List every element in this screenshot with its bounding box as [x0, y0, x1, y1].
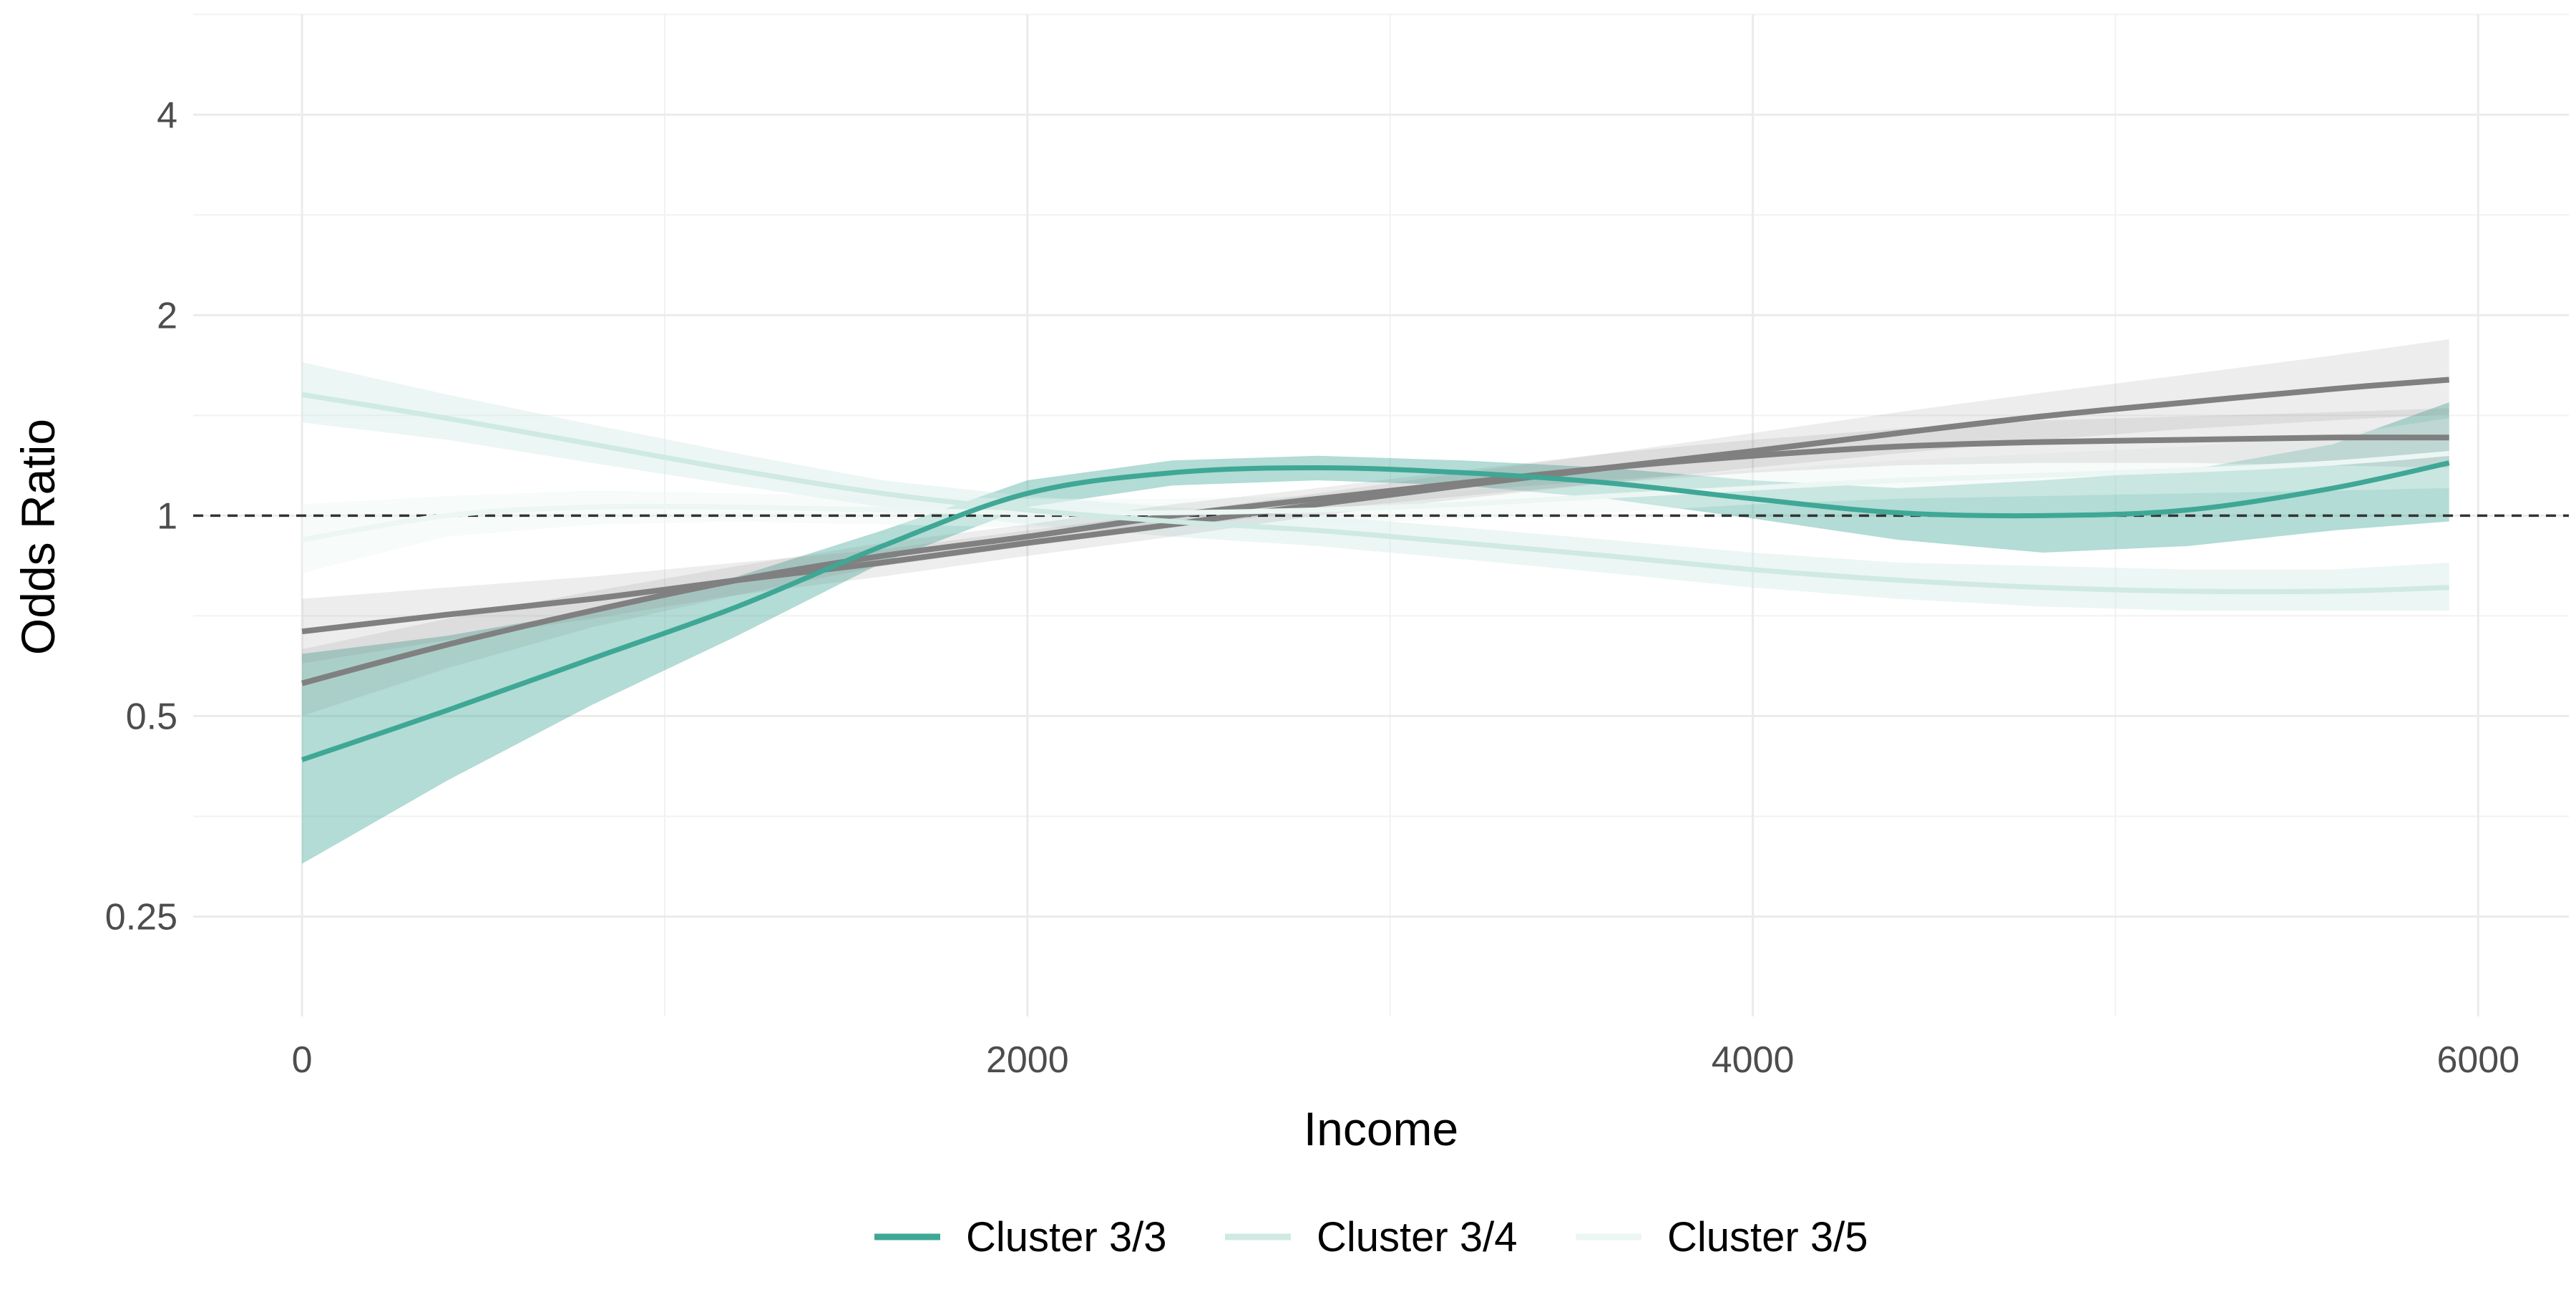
- series-lines: [301, 377, 2450, 762]
- series-line-2: [301, 392, 2449, 595]
- legend-item: Cluster 3/4: [1225, 1214, 1517, 1261]
- x-axis-title: Income: [1304, 1102, 1458, 1155]
- y-tick-label: 2: [157, 295, 177, 336]
- legend-item: Cluster 3/3: [874, 1214, 1166, 1261]
- y-tick-label: 1: [157, 495, 177, 537]
- legend-label: Cluster 3/4: [1317, 1214, 1517, 1261]
- y-tick-label: 4: [157, 94, 177, 136]
- x-tick-label: 0: [292, 1039, 313, 1081]
- tick-labels: 0.25 0.5 1 2 4 0 2000 4000 6000: [105, 94, 2519, 1081]
- x-tick-label: 4000: [1712, 1039, 1795, 1081]
- confidence-band-1: [302, 402, 2449, 864]
- series-line-1: [301, 460, 2450, 762]
- confidence-band-2: [302, 362, 2449, 611]
- y-axis-title: Odds Ratio: [11, 419, 64, 655]
- series-line-3: [301, 451, 2449, 543]
- x-tick-label: 6000: [2436, 1039, 2519, 1081]
- x-tick-label: 2000: [986, 1039, 1069, 1081]
- y-tick-label: 0.5: [126, 696, 177, 737]
- legend-label: Cluster 3/3: [966, 1214, 1166, 1261]
- legend-item: Cluster 3/5: [1576, 1214, 1868, 1261]
- y-tick-label: 0.25: [105, 896, 177, 938]
- legend-label: Cluster 3/5: [1667, 1214, 1868, 1261]
- confidence-band-4: [302, 339, 2449, 664]
- legend: Cluster 3/3 Cluster 3/4 Cluster 3/5: [874, 1214, 1868, 1261]
- series-line-5: [301, 434, 2449, 686]
- series-line-4: [301, 377, 2450, 635]
